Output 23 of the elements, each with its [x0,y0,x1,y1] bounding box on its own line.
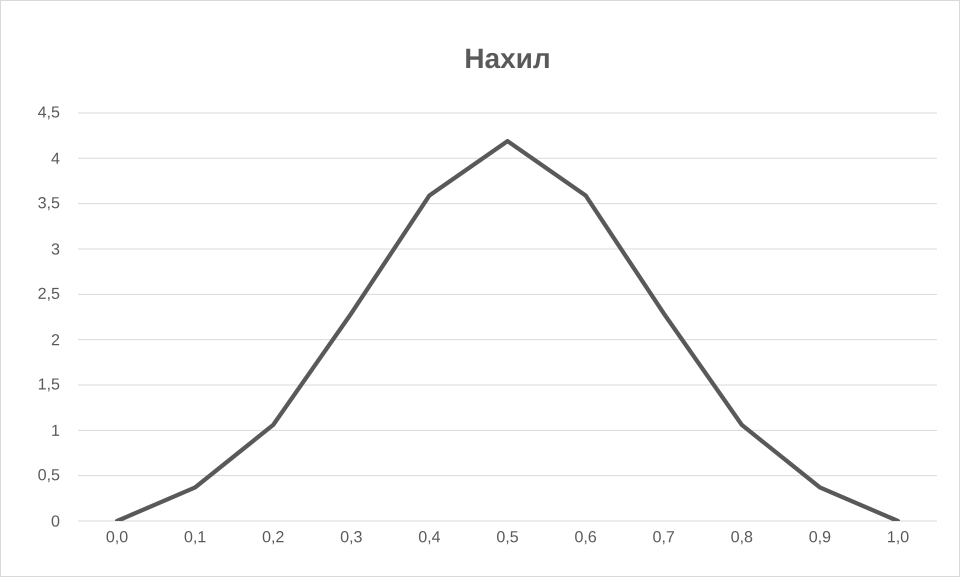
chart-title: Нахил [466,48,549,68]
y-tick-label: 4,5 [38,106,60,120]
x-tick-label: 0,6 [575,531,596,544]
y-tick-label: 2,5 [38,288,60,301]
x-tick-label: 0,1 [184,531,206,544]
y-tick-label: 0,5 [38,469,60,482]
x-tick-label: 0,8 [731,531,752,544]
x-tick-label: 1,0 [888,531,908,544]
x-tick-label: 0,7 [653,531,674,544]
x-tick-label: 0,9 [809,531,830,544]
y-tick-label: 0 [52,515,60,527]
x-tick-label: 0,5 [497,531,518,544]
x-tick-label: 0,3 [340,531,362,544]
y-tick-label: 3 [52,243,60,255]
x-tick-label: 0,4 [418,531,440,544]
line-series [114,138,900,522]
y-tick-label: 4 [51,152,60,164]
y-tick-label: 1,5 [38,378,60,392]
x-tick-label: 0,0 [106,531,128,544]
y-tick-label: 1 [52,424,60,436]
y-tick-label: 2 [52,334,60,346]
x-tick-label: 0,2 [262,531,284,544]
y-tick-label: 3,5 [38,197,60,210]
